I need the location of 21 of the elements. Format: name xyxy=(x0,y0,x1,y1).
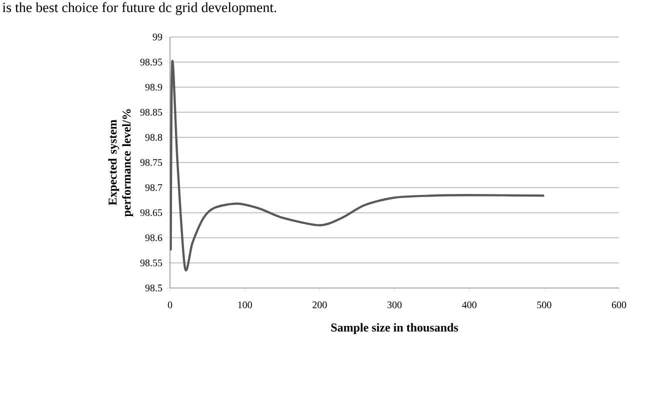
x-tick-label: 600 xyxy=(612,302,626,308)
y-tick-label: 98.95 xyxy=(140,58,162,66)
x-tick-label: 100 xyxy=(238,302,252,308)
y-tick-label: 98.7 xyxy=(145,184,162,191)
y-tick-label: 98.65 xyxy=(140,209,162,216)
y-tick-label: 98.5 xyxy=(145,284,162,292)
y-tick-label: 98.8 xyxy=(145,134,162,141)
y-tick-label: 98.55 xyxy=(140,259,162,266)
x-tick-label: 400 xyxy=(462,302,476,308)
x-tick-label: 500 xyxy=(537,302,552,308)
y-tick-label: 98.85 xyxy=(140,108,162,116)
y-tick-label: 99 xyxy=(152,34,162,40)
y-tick-label: 98.75 xyxy=(140,159,162,166)
y-tick-label: 98.9 xyxy=(145,84,162,91)
y-tick-label: 98.6 xyxy=(145,234,162,242)
y-axis-title: Expected system performance level/% xyxy=(108,109,134,217)
text: is the best choice for future dc grid development. xyxy=(2,2,276,16)
x-tick-label: 300 xyxy=(387,302,402,308)
x-axis-title: Sample size in thousands xyxy=(331,323,458,334)
x-tick-label: 200 xyxy=(312,302,327,308)
x-tick-label: 0 xyxy=(168,302,172,308)
